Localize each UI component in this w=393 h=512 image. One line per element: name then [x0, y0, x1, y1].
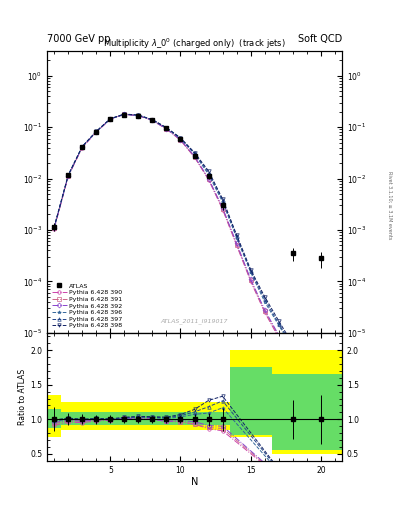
- Text: Rivet 3.1.10; ≥ 3.1M events: Rivet 3.1.10; ≥ 3.1M events: [387, 170, 392, 239]
- Text: Soft QCD: Soft QCD: [298, 33, 342, 44]
- Y-axis label: Ratio to ATLAS: Ratio to ATLAS: [18, 369, 28, 425]
- Text: 7000 GeV pp: 7000 GeV pp: [47, 33, 111, 44]
- Text: ATLAS_2011_I919017: ATLAS_2011_I919017: [161, 318, 228, 325]
- Legend: ATLAS, Pythia 6.428 390, Pythia 6.428 391, Pythia 6.428 392, Pythia 6.428 396, P: ATLAS, Pythia 6.428 390, Pythia 6.428 39…: [50, 282, 123, 330]
- X-axis label: N: N: [191, 477, 198, 487]
- Title: Multiplicity $\lambda\_0^0$ (charged only)  (track jets): Multiplicity $\lambda\_0^0$ (charged onl…: [103, 37, 286, 51]
